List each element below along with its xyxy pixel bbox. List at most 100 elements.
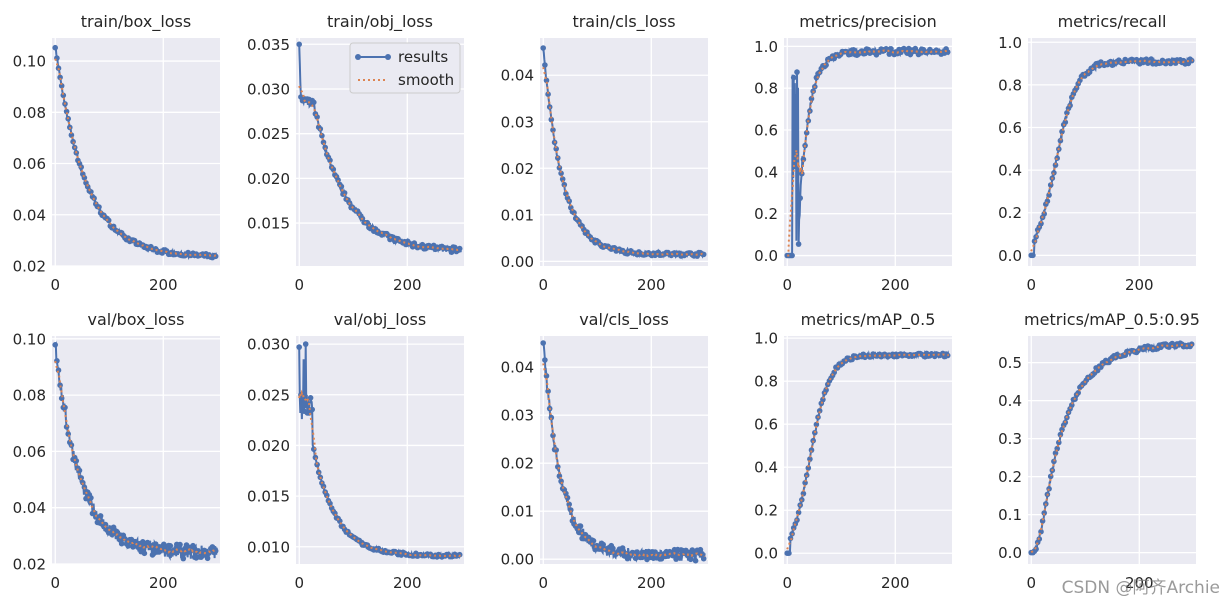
x-tick-label: 0: [782, 574, 792, 592]
plot-area: [1028, 336, 1196, 564]
smooth-line: [54, 360, 218, 555]
results-point: [1098, 364, 1104, 370]
results-point: [820, 396, 826, 403]
results-point: [1052, 162, 1059, 168]
series-results: [52, 341, 219, 562]
plot-area: [52, 38, 220, 266]
results-point: [122, 536, 128, 542]
y-tick-label: 0.4: [754, 459, 778, 477]
y-tick-label: 0.5: [998, 354, 1022, 372]
plot-area: [52, 336, 220, 564]
subplot: 0.015 0.020 0.025 0.030 0.035 0 200 train/obj_l…: [247, 12, 464, 294]
x-tick-label: 0: [294, 276, 304, 294]
results-point: [862, 50, 868, 57]
results-point: [341, 190, 348, 196]
results-point: [687, 556, 694, 563]
results-point: [545, 91, 551, 97]
results-point: [190, 542, 196, 549]
results-point: [850, 47, 857, 53]
results-point: [553, 146, 559, 152]
x-tick-label: 0: [1026, 574, 1036, 592]
results-point: [118, 540, 125, 547]
results-point: [577, 523, 584, 529]
y-tick-label: 0.8: [754, 80, 778, 98]
results-point: [125, 543, 131, 549]
y-tick-label: 0.2: [754, 502, 778, 520]
series-results: [296, 341, 463, 560]
results-point: [548, 116, 555, 123]
subplot-title: val/obj_loss: [334, 310, 426, 330]
y-tick-label: 0.035: [247, 36, 290, 54]
results-point: [68, 132, 75, 138]
results-point: [540, 45, 546, 51]
results-point: [558, 170, 564, 177]
plot-area: [540, 38, 708, 266]
y-tick-label: 0.03: [501, 407, 534, 425]
results-point: [1052, 450, 1059, 456]
results-point: [1030, 252, 1036, 259]
results-point: [212, 548, 219, 554]
y-tick-label: 0.00: [501, 253, 534, 271]
x-tick-label: 0: [782, 276, 792, 294]
y-tick-label: 0.00: [501, 551, 534, 569]
results-point: [177, 541, 183, 548]
series-results: [784, 349, 951, 556]
series-results: [52, 44, 219, 261]
results-point: [1056, 439, 1062, 446]
subplot: 0.0 0.1 0.2 0.3 0.4 0.5 0 200 metrics/mAP_0.5:0.…: [998, 310, 1200, 592]
results-point: [206, 550, 212, 556]
y-tick-label: 0.6: [754, 416, 778, 434]
results-point: [448, 249, 455, 255]
results-point: [324, 492, 330, 499]
results-point: [1062, 119, 1069, 125]
series-results: [540, 45, 707, 260]
subplot-title: metrics/mAP_0.5:0.95: [1024, 310, 1200, 330]
y-tick-label: 0.0: [754, 247, 778, 265]
results-point: [795, 241, 802, 247]
results-point: [790, 74, 797, 81]
y-tick-label: 0.8: [998, 76, 1022, 94]
results-point: [555, 155, 561, 161]
series-results: [784, 45, 951, 259]
results-point: [700, 555, 707, 562]
legend: results smooth: [349, 42, 461, 94]
results-point: [1038, 220, 1044, 227]
results-point: [568, 507, 574, 513]
results-point: [52, 44, 58, 51]
results-point: [1033, 546, 1039, 552]
x-tick-label: 0: [538, 574, 548, 592]
results-point: [600, 541, 606, 548]
results-point: [540, 340, 546, 346]
y-tick-label: 0.015: [247, 488, 290, 506]
results-point: [797, 195, 803, 201]
results-point: [786, 550, 792, 556]
results-point: [807, 456, 813, 462]
results-point: [548, 414, 555, 421]
subplot-title: metrics/recall: [1058, 12, 1167, 31]
results-point: [88, 495, 94, 501]
y-tick-label: 0.4: [998, 392, 1022, 410]
subplot: 0.00 0.01 0.02 0.03 0.04 0 200 val/cls_loss: [501, 310, 708, 592]
x-tick-label: 0: [538, 276, 548, 294]
subplot: 0.02 0.04 0.06 0.08 0.10 0 200 val/box_loss: [13, 310, 220, 592]
subplot: 0.02 0.04 0.06 0.08 0.10 0 200 train/box_loss: [13, 12, 220, 294]
y-tick-label: 0.10: [13, 330, 46, 348]
y-tick-label: 0.04: [13, 206, 46, 224]
y-tick-label: 0.010: [247, 538, 290, 556]
subplot-title: train/cls_loss: [572, 12, 675, 32]
legend-box: [349, 42, 461, 94]
results-point: [800, 156, 807, 163]
results-point: [847, 51, 854, 58]
results-point: [141, 550, 148, 557]
smooth-line: [786, 353, 949, 550]
y-tick-label: 0.025: [247, 125, 290, 143]
y-tick-label: 1.0: [998, 34, 1022, 52]
results-point: [78, 475, 84, 481]
subplot: 0.00 0.01 0.02 0.03 0.04 0 200 train/cls_loss: [501, 12, 708, 294]
results-point: [1188, 57, 1195, 64]
results-point: [1054, 445, 1060, 452]
series-results: [1028, 56, 1195, 259]
results-point: [566, 501, 572, 508]
results-point: [456, 551, 463, 558]
